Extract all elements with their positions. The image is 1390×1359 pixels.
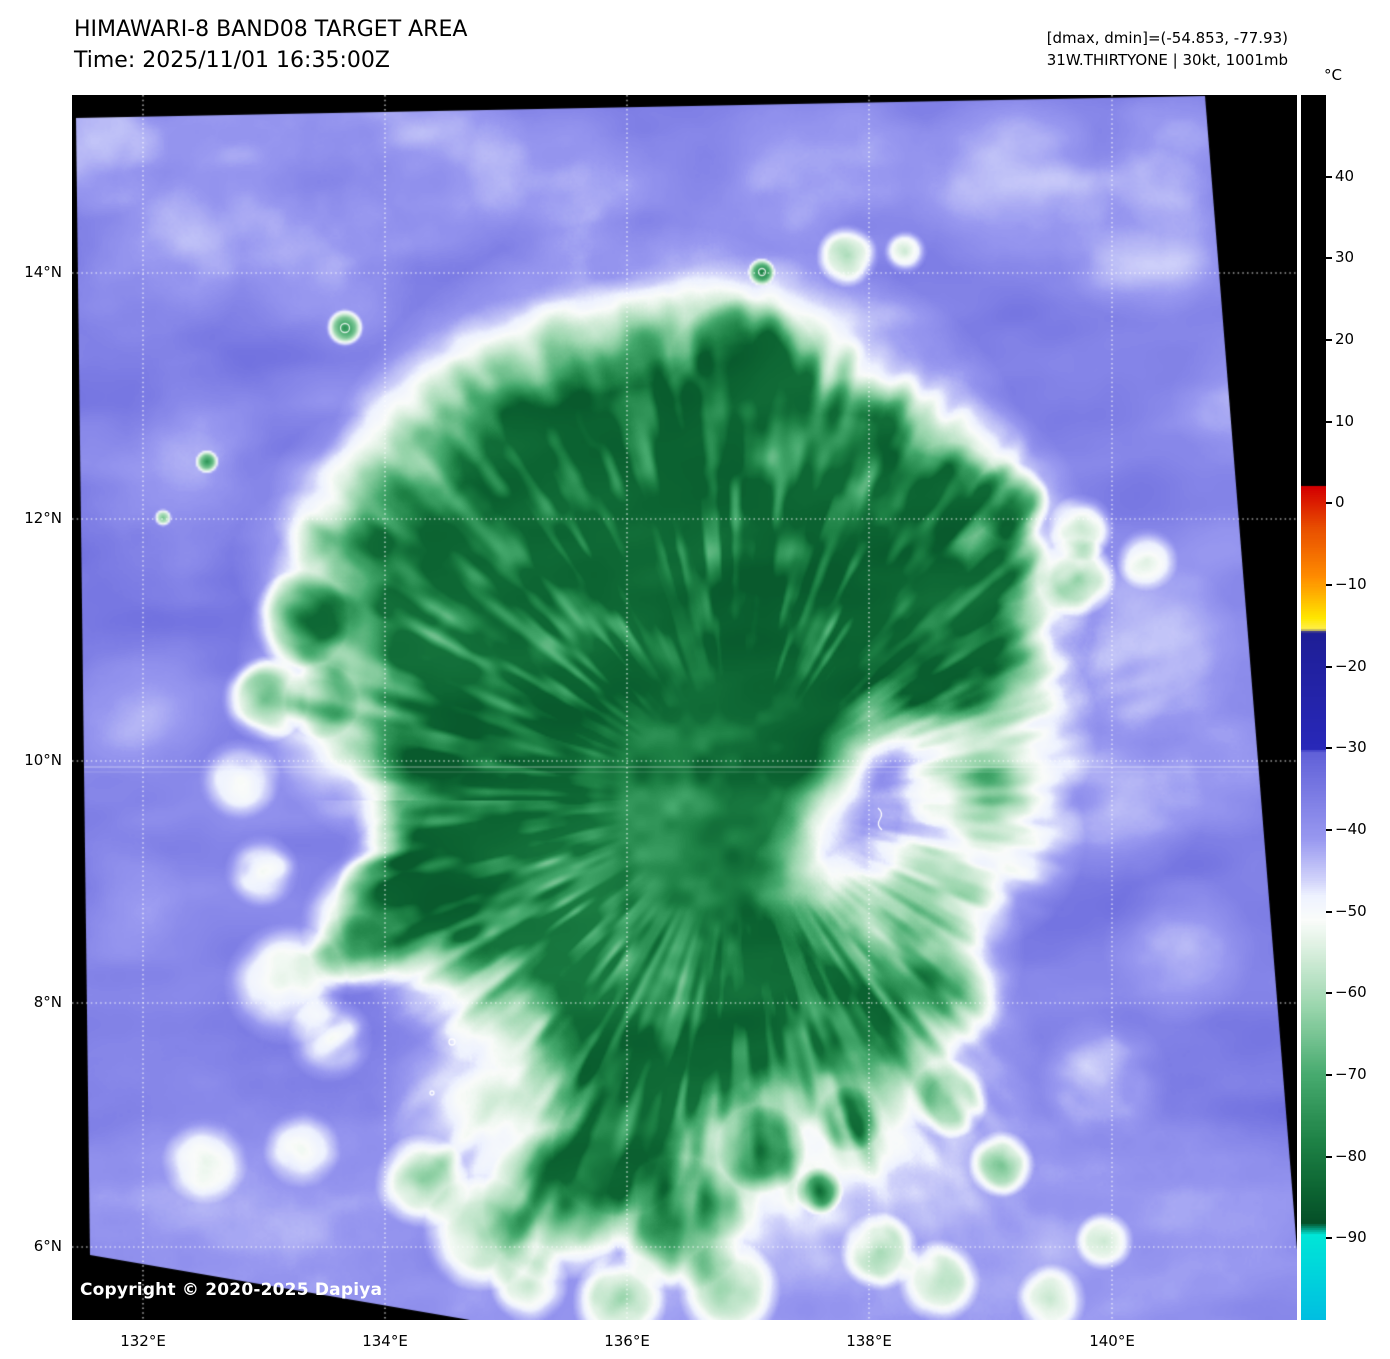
- plot-frame: [72, 95, 1297, 1320]
- colorbar-tick-mark: [1326, 747, 1332, 750]
- colorbar-tick-mark: [1326, 175, 1332, 178]
- colorbar-tick-mark: [1326, 1074, 1332, 1076]
- colorbar-tick-label: 10: [1335, 411, 1355, 430]
- dmax-dmin-label: [dmax, dmin]=(-54.853, -77.93): [1046, 29, 1288, 47]
- colorbar-tick-label: −90: [1335, 1228, 1367, 1247]
- lat-tick-label: 10°N: [24, 751, 62, 769]
- colorbar-tick-label: −40: [1335, 820, 1367, 838]
- lon-tick-label: 136°E: [604, 1332, 650, 1350]
- lat-tick-label: 12°N: [24, 509, 62, 527]
- colorbar-tick-mark: [1326, 1237, 1332, 1240]
- storm-id-label: 31W.THIRTYONE | 30kt, 1001mb: [1046, 50, 1288, 69]
- colorbar-tick-mark: [1326, 420, 1332, 423]
- info-block: [dmax, dmin]=(-54.853, -77.93) 31W.THIRT…: [1047, 28, 1288, 72]
- colorbar-tick-mark: [1326, 257, 1332, 260]
- colorbar-tick-label: 40: [1335, 166, 1355, 185]
- colorbar-tick-label: 20: [1335, 330, 1355, 348]
- colorbar-tick-mark: [1326, 910, 1332, 913]
- copyright-watermark: Copyright © 2020-2025 Dapiya: [80, 1280, 383, 1300]
- lat-tick-label: 14°N: [24, 263, 62, 281]
- lon-tick-label: 140°E: [1089, 1332, 1135, 1350]
- colorbar-unit-label: °C: [1324, 66, 1342, 84]
- lon-tick-label: 132°E: [120, 1332, 166, 1350]
- colorbar-tick-label: −80: [1335, 1146, 1367, 1165]
- colorbar-tick-label: −60: [1335, 983, 1367, 1002]
- colorbar-tick-mark: [1326, 992, 1332, 995]
- timestamp-label: Time: 2025/11/01 16:35:00Z: [74, 48, 390, 74]
- colorbar-tick-mark: [1326, 1155, 1332, 1158]
- lat-tick-label: 6°N: [33, 1237, 62, 1255]
- satellite-canvas: [72, 95, 1297, 1320]
- title-block: HIMAWARI-8 BAND08 TARGET AREA Time: 2025…: [74, 14, 467, 76]
- colorbar-tick-label: −70: [1335, 1065, 1367, 1083]
- colorbar-tick-label: −30: [1335, 738, 1367, 757]
- colorbar-tick-mark: [1326, 665, 1332, 668]
- colorbar-tick-label: 30: [1335, 248, 1355, 267]
- colorbar-tick-label: −20: [1335, 656, 1367, 675]
- colorbar-tick-label: 0: [1335, 493, 1345, 512]
- colorbar-tick-mark: [1326, 502, 1332, 505]
- lat-tick-label: 8°N: [33, 993, 62, 1011]
- colorbar-tick-label: −50: [1335, 901, 1367, 920]
- colorbar-tick-label: −10: [1335, 575, 1367, 593]
- colorbar-tick-mark: [1326, 339, 1332, 341]
- lon-tick-label: 134°E: [362, 1332, 408, 1350]
- colorbar-tick-mark: [1326, 584, 1332, 586]
- page-title: HIMAWARI-8 BAND08 TARGET AREA: [74, 17, 468, 42]
- colorbar-canvas: [1301, 95, 1326, 1320]
- lon-tick-label: 138°E: [846, 1332, 892, 1350]
- colorbar-tick-mark: [1326, 829, 1332, 831]
